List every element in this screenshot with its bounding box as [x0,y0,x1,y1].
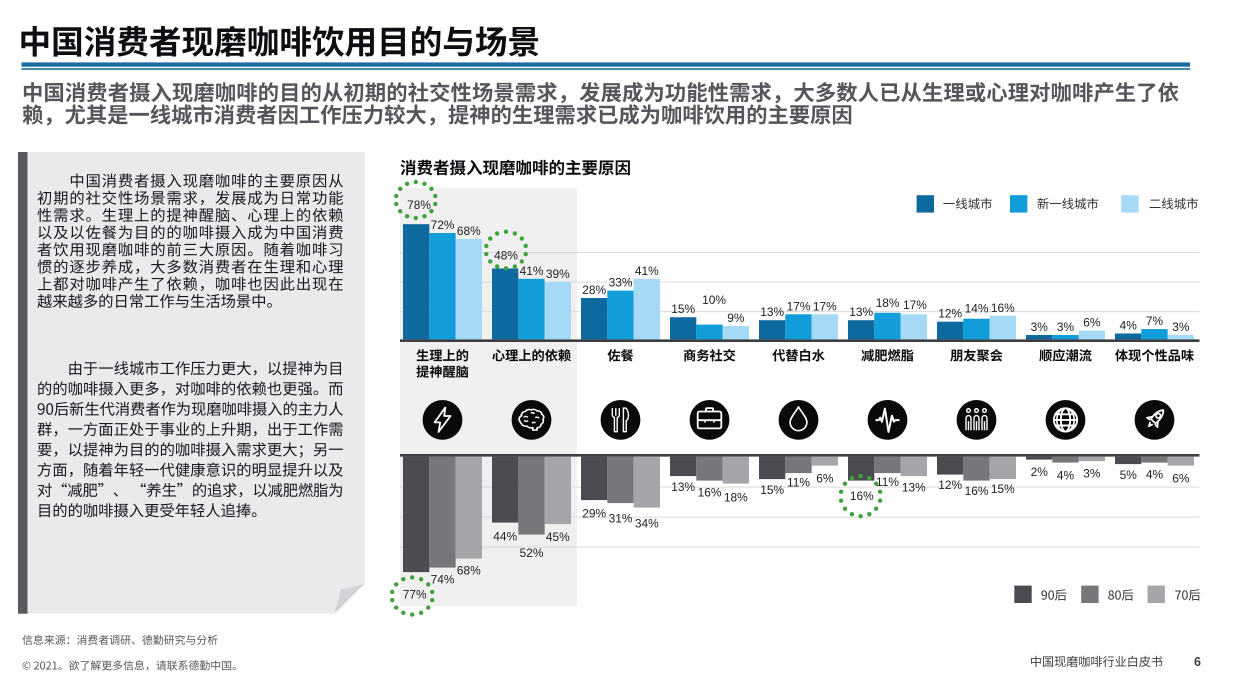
svg-text:68%: 68% [457,224,481,238]
svg-text:5%: 5% [1120,468,1138,482]
svg-text:16%: 16% [991,301,1015,315]
svg-text:9%: 9% [727,311,745,325]
svg-text:39%: 39% [546,267,570,281]
svg-text:44%: 44% [493,530,517,544]
svg-text:13%: 13% [849,305,873,319]
svg-text:3%: 3% [1083,467,1101,481]
svg-text:15%: 15% [671,302,695,316]
svg-text:3%: 3% [1031,320,1049,334]
svg-text:17%: 17% [903,298,927,312]
svg-text:6: 6 [1194,655,1201,669]
svg-text:13%: 13% [902,481,926,495]
svg-text:6%: 6% [1172,472,1190,486]
svg-text:7%: 7% [1146,314,1164,328]
svg-text:45%: 45% [546,530,570,544]
svg-text:3%: 3% [1057,320,1075,334]
svg-text:78%: 78% [407,198,431,212]
svg-text:6%: 6% [816,472,834,486]
svg-text:12%: 12% [938,478,962,492]
svg-text:33%: 33% [609,276,633,290]
svg-text:13%: 13% [671,480,695,494]
svg-text:41%: 41% [635,264,659,278]
svg-text:10%: 10% [702,293,726,307]
svg-text:68%: 68% [457,564,481,578]
svg-text:16%: 16% [698,486,722,500]
svg-text:13%: 13% [760,305,784,319]
svg-text:77%: 77% [403,588,427,602]
svg-text:11%: 11% [876,475,899,489]
svg-text:11%: 11% [787,476,810,490]
svg-text:15%: 15% [760,483,784,497]
svg-text:12%: 12% [938,307,962,321]
svg-text:16%: 16% [850,489,874,503]
svg-text:15%: 15% [991,482,1015,496]
svg-text:74%: 74% [431,573,455,587]
svg-text:31%: 31% [609,512,633,526]
svg-text:2%: 2% [1031,465,1049,479]
svg-text:4%: 4% [1120,319,1138,333]
svg-text:52%: 52% [520,546,544,560]
svg-text:17%: 17% [813,299,837,313]
svg-text:6%: 6% [1083,316,1101,330]
svg-text:18%: 18% [724,491,748,505]
svg-text:48%: 48% [494,249,518,263]
svg-text:14%: 14% [965,302,989,316]
svg-text:28%: 28% [582,283,606,297]
svg-text:4%: 4% [1057,469,1075,483]
svg-text:41%: 41% [520,264,544,278]
svg-text:18%: 18% [876,296,900,310]
svg-text:17%: 17% [787,299,811,313]
svg-text:4%: 4% [1146,468,1164,482]
svg-text:3%: 3% [1172,320,1190,334]
svg-text:34%: 34% [635,517,659,531]
svg-text:29%: 29% [582,507,606,521]
svg-text:16%: 16% [965,484,989,498]
svg-text:72%: 72% [431,218,455,232]
